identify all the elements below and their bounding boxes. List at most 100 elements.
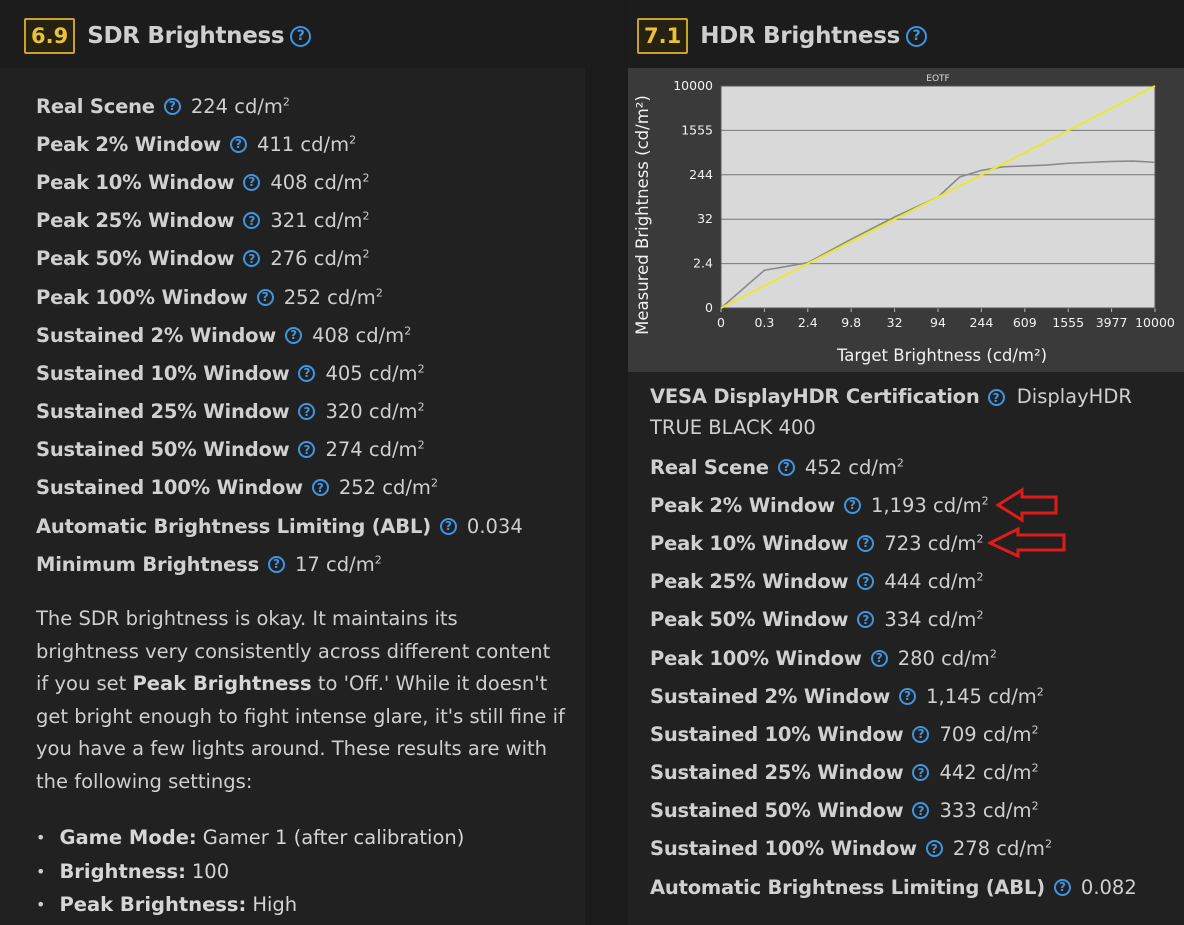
x-tick-label: 10000	[1135, 315, 1175, 330]
question-circle-icon[interactable]: ?	[298, 441, 316, 459]
metric-value: 0.034	[467, 515, 523, 538]
y-tick-label: 1555	[681, 122, 713, 137]
metric-label: Peak 50% Window	[36, 247, 235, 271]
question-circle-icon[interactable]: ?	[857, 611, 875, 629]
metric-value-sup: 2	[1036, 685, 1044, 699]
metric-label: Sustained 25% Window	[36, 400, 290, 424]
y-tick-label: 0	[705, 300, 713, 315]
metric-value: 320 cd/m2	[325, 400, 424, 423]
question-circle-icon[interactable]: ?	[163, 97, 181, 115]
y-tick-label: 32	[697, 211, 713, 226]
question-circle-icon[interactable]: ?	[857, 534, 875, 552]
metric-value: 442 cd/m2	[939, 761, 1038, 784]
x-axis-label: Target Brightness (cd/m²)	[836, 346, 1047, 365]
metric-value-sup: 2	[282, 95, 290, 109]
metric-value-text: 252 cd/m	[338, 476, 431, 500]
metric-value: 405 cd/m2	[325, 362, 424, 385]
question-circle-icon[interactable]: ?	[1053, 878, 1071, 896]
metric-label: Sustained 50% Window	[36, 438, 290, 462]
metric-label: Sustained 10% Window	[36, 361, 290, 385]
question-circle-icon[interactable]: ?	[290, 25, 312, 47]
x-tick-label: 32	[887, 315, 903, 330]
metric-value-text: 321 cd/m	[270, 209, 363, 233]
question-circle-icon[interactable]: ?	[912, 802, 930, 820]
question-circle-icon[interactable]: ?	[925, 840, 943, 858]
metric-row: Automatic Brightness Limiting (ABL)? 0.08…	[650, 868, 1137, 906]
metric-value: 408 cd/m2	[312, 324, 411, 347]
metric-row: Sustained 50% Window? 274 cd/m2	[36, 431, 523, 469]
metric-value-sup: 2	[375, 286, 383, 300]
settings-item: Game Mode:Gamer 1 (after calibration)	[36, 821, 464, 855]
metric-row: Sustained 10% Window? 405 cd/m2	[36, 354, 523, 392]
metric-row: Peak 50% Window? 334 cd/m2	[650, 601, 1137, 639]
question-circle-icon[interactable]: ?	[298, 403, 316, 421]
metric-value-text: 334 cd/m	[884, 608, 977, 632]
question-circle-icon[interactable]: ?	[843, 496, 861, 514]
question-circle-icon[interactable]: ?	[243, 212, 261, 230]
eotf-chart: 0 2.4 32 244 1555 10000 0 0.3 2.4 9.8 32 94 244 609 15…	[628, 68, 1184, 372]
metric-value-sup: 2	[417, 400, 425, 414]
question-circle-icon[interactable]: ?	[243, 173, 261, 191]
metric-row: Peak 25% Window? 444 cd/m2	[650, 563, 1137, 601]
metric-value: 408 cd/m2	[270, 171, 369, 194]
metric-row: Peak 10% Window? 408 cd/m2	[36, 163, 523, 201]
metric-value: 252 cd/m2	[284, 286, 383, 309]
question-circle-icon[interactable]: ?	[857, 573, 875, 591]
metric-label: Peak 100% Window	[650, 646, 862, 670]
x-tick-label: 1555	[1052, 315, 1084, 330]
metric-label: Sustained 2% Window	[650, 684, 891, 708]
metric-row: Peak 100% Window? 252 cd/m2	[36, 278, 523, 316]
x-tick-label: 94	[930, 315, 946, 330]
question-circle-icon[interactable]: ?	[298, 364, 316, 382]
sdr-brightness-section: 6.9 SDR Brightness ? Real Scene? 224 cd/m…	[0, 0, 585, 925]
question-circle-icon[interactable]: ?	[906, 25, 928, 47]
question-circle-icon[interactable]: ?	[899, 687, 917, 705]
eotf-chart-svg: 0 2.4 32 244 1555 10000 0 0.3 2.4 9.8 32 94 244 609 15…	[633, 74, 1175, 365]
metric-label: Sustained 25% Window	[650, 761, 904, 785]
metric-row: Peak 25% Window? 321 cd/m2	[36, 202, 523, 240]
metric-value: 444 cd/m2	[884, 570, 983, 593]
vesa-certification: VESA DisplayHDR Certification? DisplayHD…	[650, 381, 1175, 443]
metric-row: Peak 50% Window? 276 cd/m2	[36, 240, 523, 278]
question-circle-icon[interactable]: ?	[870, 649, 888, 667]
question-circle-icon[interactable]: ?	[987, 389, 1005, 406]
metric-value: 723 cd/m2	[884, 532, 983, 555]
metric-value: 709 cd/m2	[939, 723, 1038, 746]
metric-label: Peak 50% Window	[650, 608, 849, 632]
question-circle-icon[interactable]: ?	[268, 555, 286, 573]
hdr-metrics-list: Real Scene? 452 cd/m2 Peak 2% Window? 1,193…	[650, 448, 1137, 906]
metric-label: Peak 10% Window	[36, 170, 235, 194]
question-circle-icon[interactable]: ?	[777, 458, 795, 476]
metric-value-sup: 2	[362, 209, 370, 223]
metric-row: Peak 10% Window? 723 cd/m2	[650, 524, 1137, 562]
question-circle-icon[interactable]: ?	[439, 517, 457, 535]
x-tick-label: 244	[969, 315, 993, 330]
red-arrow-icon	[988, 526, 1066, 559]
question-circle-icon[interactable]: ?	[912, 764, 930, 782]
metric-value-text: 224 cd/m	[190, 94, 283, 118]
target-series-line	[720, 85, 1156, 309]
metric-value-text: 1,145 cd/m	[926, 684, 1037, 708]
metric-value: 1,145 cd/m2	[926, 685, 1044, 708]
metric-value-text: 0.082	[1080, 875, 1137, 899]
metric-value: 276 cd/m2	[270, 247, 369, 270]
y-tick-label: 10000	[673, 78, 713, 93]
metric-value: 224 cd/m2	[191, 95, 290, 118]
metric-value-sup: 2	[1031, 723, 1039, 737]
metric-value: 411 cd/m2	[257, 133, 356, 156]
metric-row: Sustained 25% Window? 320 cd/m2	[36, 393, 523, 431]
metric-value: 0.082	[1081, 876, 1137, 899]
question-circle-icon[interactable]: ?	[311, 479, 329, 497]
metric-label: Sustained 2% Window	[36, 323, 277, 347]
metric-row: Real Scene? 452 cd/m2	[650, 448, 1137, 486]
metric-label: Sustained 10% Window	[650, 722, 904, 746]
question-circle-icon[interactable]: ?	[229, 135, 247, 153]
question-circle-icon[interactable]: ?	[243, 250, 261, 268]
question-circle-icon[interactable]: ?	[285, 326, 303, 344]
metric-label: Peak 25% Window	[36, 209, 235, 233]
question-circle-icon[interactable]: ?	[256, 288, 274, 306]
metric-value-text: 17 cd/m	[295, 552, 375, 576]
question-circle-icon[interactable]: ?	[912, 725, 930, 743]
sdr-title: SDR Brightness	[87, 23, 285, 49]
red-arrow-icon	[996, 487, 1058, 523]
